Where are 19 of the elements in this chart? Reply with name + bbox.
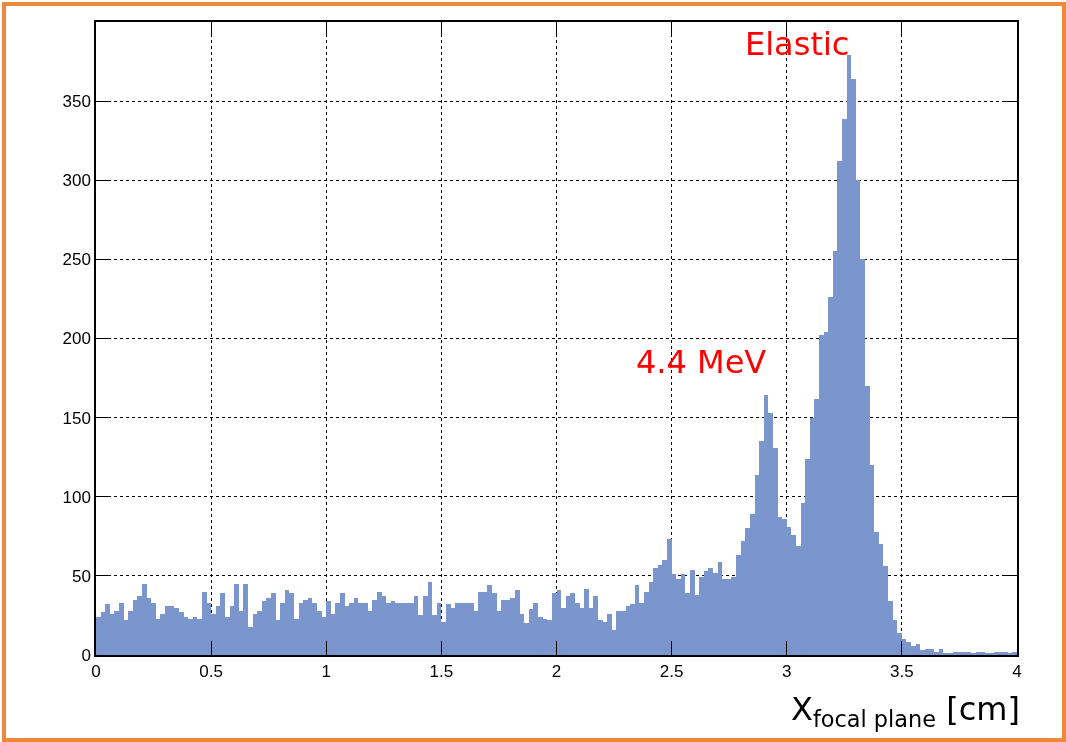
x-tick-label: 3 — [782, 662, 792, 682]
x-axis-title: X$_{focal plane}$ [cm] — [791, 690, 1020, 732]
annotation: 4.4 MeV — [636, 343, 767, 381]
x-tick-label: 0.5 — [199, 662, 223, 682]
y-tick-label: 0 — [81, 645, 91, 665]
y-tick-label: 50 — [71, 566, 91, 586]
y-tick-label: 100 — [62, 487, 91, 507]
annotation: Elastic — [745, 25, 850, 63]
x-tick-label: 1 — [321, 662, 331, 682]
y-tick-label: 300 — [62, 171, 91, 191]
y-tick-label: 350 — [62, 92, 91, 112]
x-tick-label: 2 — [551, 662, 562, 682]
y-tick-label: 200 — [62, 329, 91, 349]
x-tick-label: 2.5 — [659, 662, 684, 682]
x-tick-label: 3.5 — [890, 662, 914, 682]
x-tick-label: 4 — [1012, 662, 1022, 682]
x-tick-label: 1.5 — [429, 662, 454, 682]
y-tick-label: 250 — [62, 250, 91, 270]
y-tick-label: 150 — [62, 408, 91, 428]
